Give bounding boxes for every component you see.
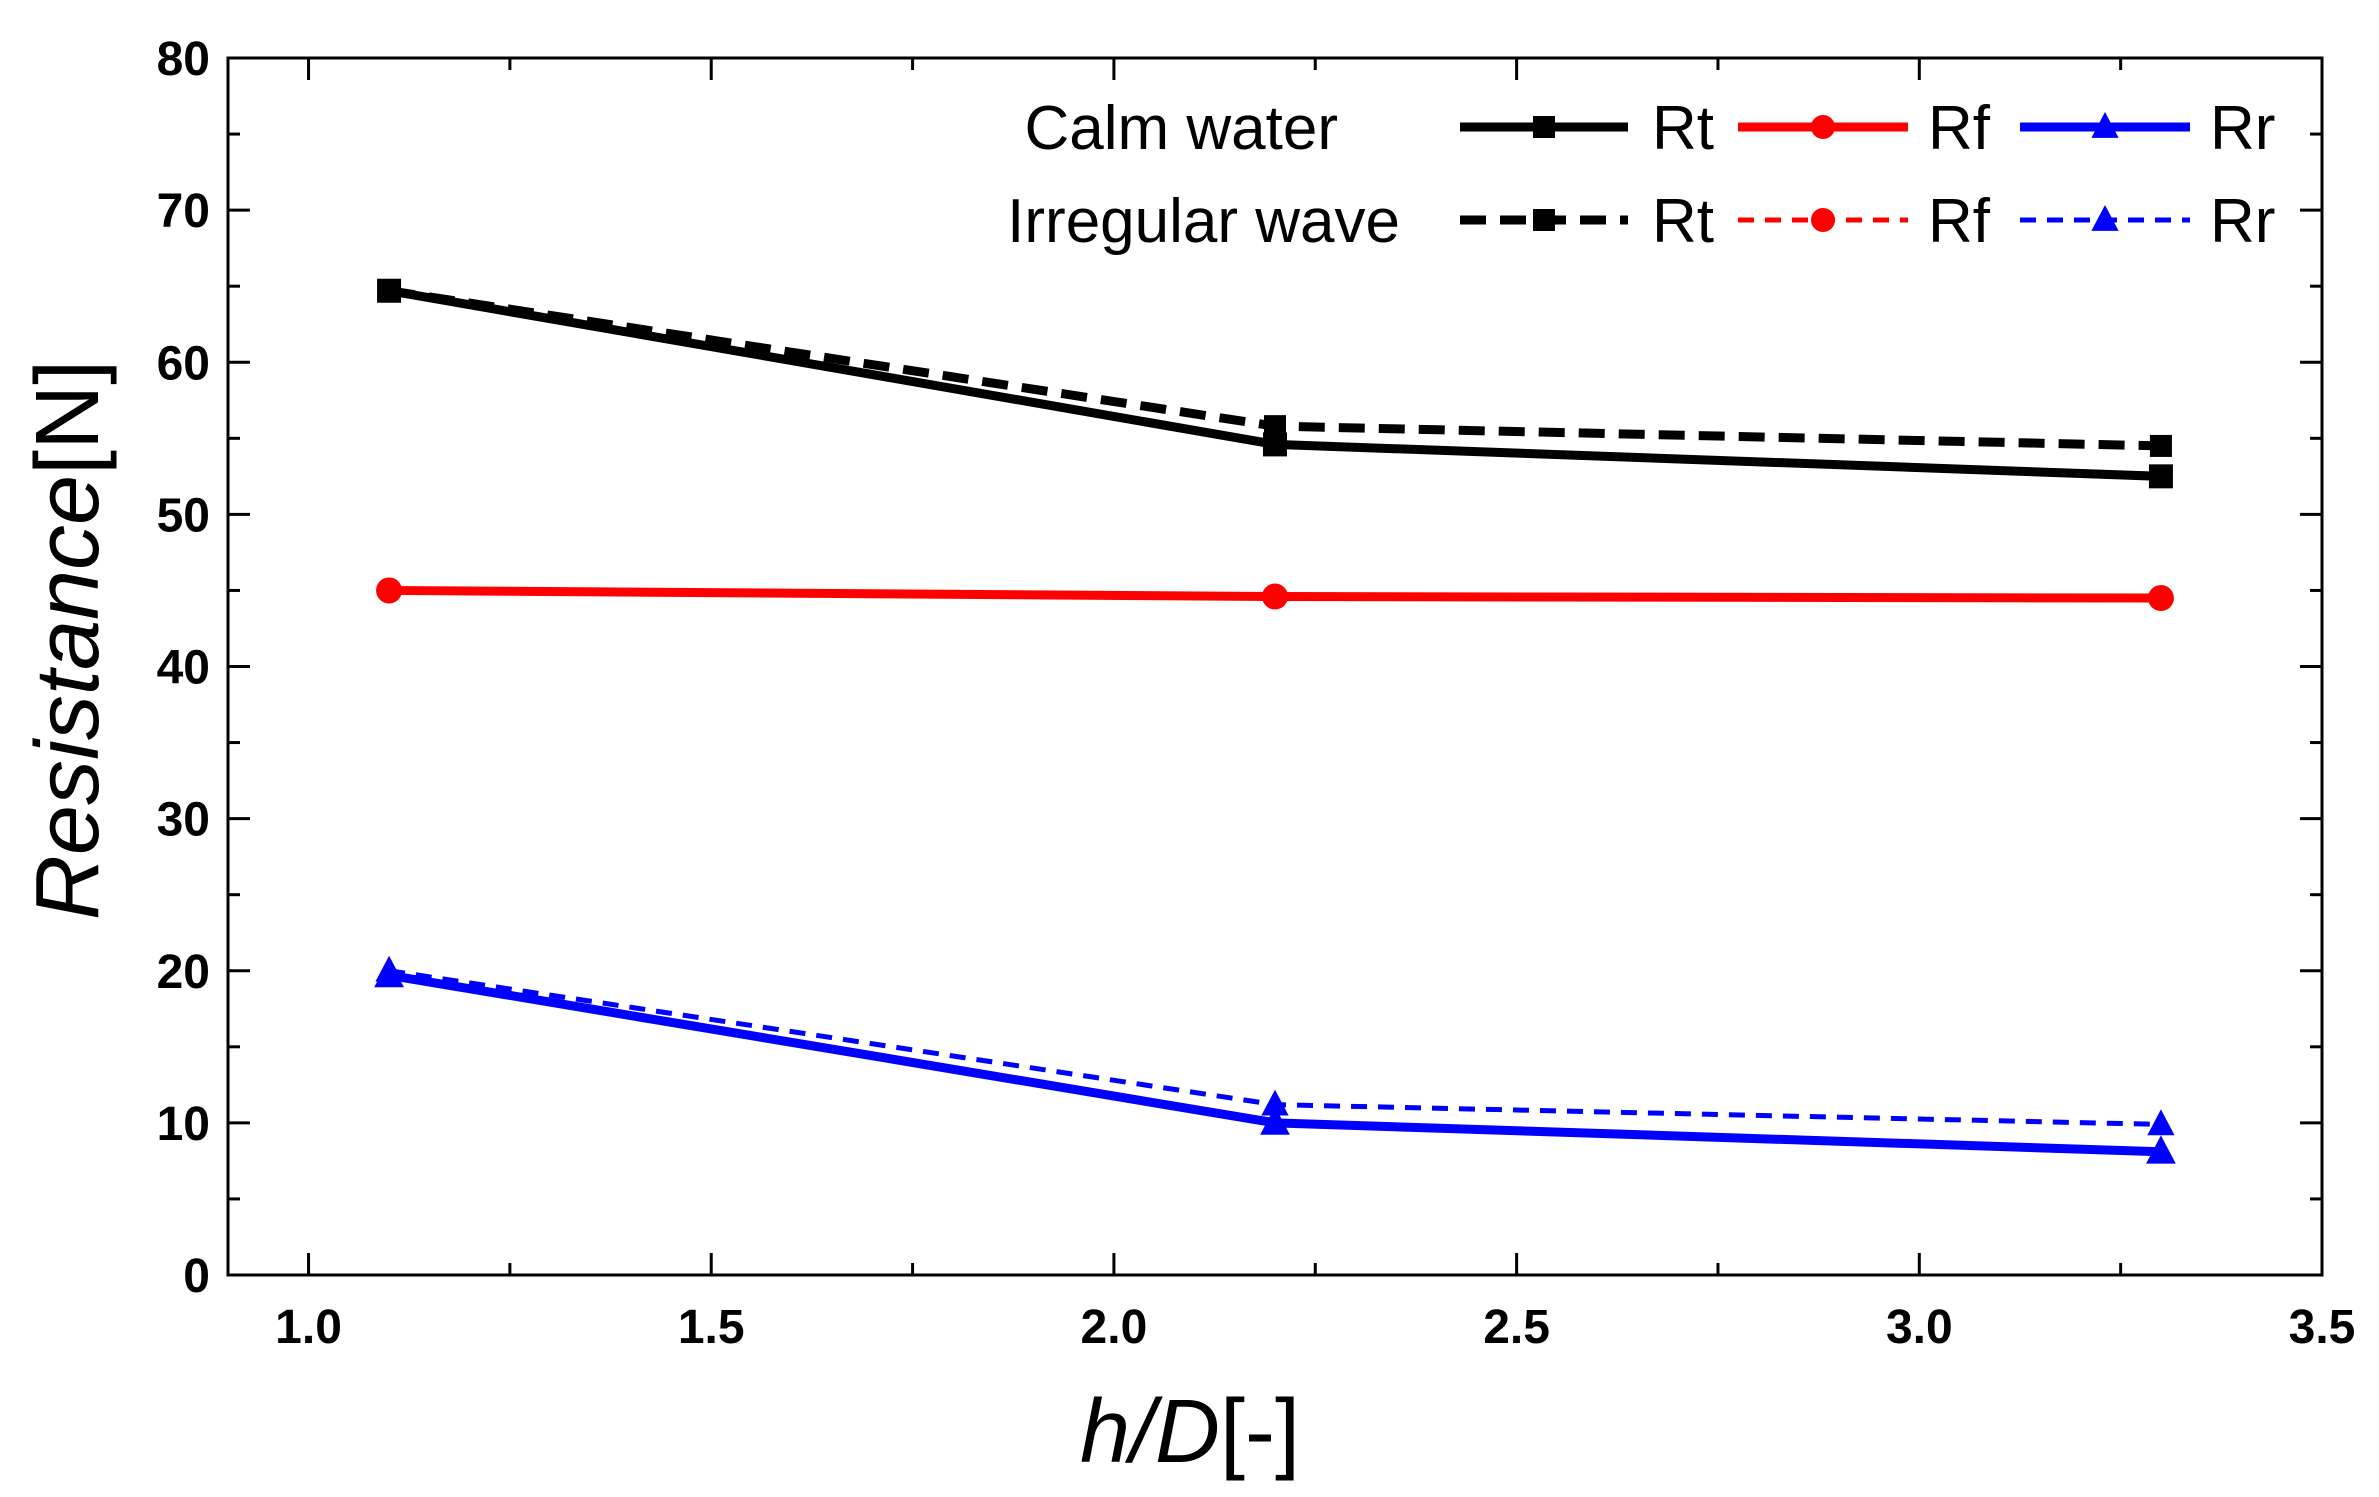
legend-marker-triangle xyxy=(2091,204,2119,231)
legend-marker-circle xyxy=(1811,115,1835,139)
data-point-triangle xyxy=(2146,1135,2176,1164)
axes-layer: 1.0 1.5 2.0 2.5 3.0 3.5 0 10 20 30 40 50 60 70 80 xyxy=(157,33,2356,1354)
legend-marker-circle xyxy=(1811,208,1835,232)
data-point-triangle xyxy=(374,958,404,988)
legend: Calm water Irregular wave Rt Rf Rr Rt Rf Rr xyxy=(1007,94,2275,256)
data-point-square xyxy=(2148,464,2173,489)
legend-entry-rr-calm: Rr xyxy=(2020,94,2275,163)
series-rr-calm xyxy=(374,958,2176,1164)
data-point-square xyxy=(377,278,402,303)
y-tick-label: 30 xyxy=(157,794,210,847)
y-tick-label: 50 xyxy=(157,489,210,542)
legend-group-label-wave: Irregular wave xyxy=(1007,187,1400,256)
legend-label: Rt xyxy=(1652,187,1714,256)
legend-label: Rr xyxy=(2210,187,2275,256)
y-axis-title-unit: [N] xyxy=(18,360,118,475)
data-point-circle xyxy=(1262,583,1288,610)
legend-entry-rf-wave: Rf xyxy=(1738,187,1991,256)
x-axis-title-variable: h/D xyxy=(1080,1382,1220,1482)
legend-entry-rf-calm: Rf xyxy=(1738,94,1991,163)
y-tick-label: 80 xyxy=(157,33,210,86)
legend-marker-triangle xyxy=(2091,111,2119,138)
legend-entry-rt-calm: Rt xyxy=(1460,94,1714,163)
legend-label: Rf xyxy=(1928,187,1991,256)
legend-label: Rf xyxy=(1928,94,1991,163)
y-axis-title-variable: Resistance xyxy=(18,475,118,920)
data-point-square xyxy=(1263,432,1287,457)
series-rt-calm xyxy=(377,278,2173,489)
legend-entry-rr-wave: Rr xyxy=(2020,187,2275,256)
y-tick-label: 10 xyxy=(157,1098,210,1151)
data-point-square xyxy=(2149,434,2172,457)
x-tick-label: 1.0 xyxy=(275,1301,342,1354)
data-point-triangle xyxy=(1260,1106,1290,1135)
series-layer xyxy=(374,278,2176,1164)
data-point-circle xyxy=(2147,585,2174,612)
legend-marker-square xyxy=(1533,209,1555,231)
legend-group-label-calm: Calm water xyxy=(1024,94,1338,163)
data-point-triangle xyxy=(2147,1109,2175,1136)
legend-entry-rt-wave: Rt xyxy=(1460,187,1714,256)
x-tick-label: 2.0 xyxy=(1081,1301,1148,1354)
data-point-circle xyxy=(376,577,403,604)
x-tick-label: 2.5 xyxy=(1483,1301,1550,1354)
y-tick-label: 0 xyxy=(183,1250,210,1303)
y-axis-title: Resistance[N] xyxy=(18,360,118,920)
y-tick-label: 20 xyxy=(157,946,210,999)
legend-label: Rt xyxy=(1652,94,1714,163)
legend-marker-square xyxy=(1533,116,1555,138)
data-point-square xyxy=(1264,415,1286,438)
series-rf-calm xyxy=(376,577,2174,612)
x-tick-label: 3.0 xyxy=(1886,1301,1953,1354)
data-point-triangle xyxy=(1261,1089,1289,1116)
y-tick-label: 40 xyxy=(157,642,210,695)
y-tick-label: 60 xyxy=(157,337,210,390)
x-tick-label: 3.5 xyxy=(2289,1301,2356,1354)
series-rt-wave xyxy=(378,279,2172,457)
x-axis-title-unit: [-] xyxy=(1220,1382,1300,1482)
y-tick-label: 70 xyxy=(157,185,210,238)
x-axis-title: h/D[-] xyxy=(1080,1382,1300,1482)
legend-label: Rr xyxy=(2210,94,2275,163)
x-tick-label: 1.5 xyxy=(678,1301,745,1354)
